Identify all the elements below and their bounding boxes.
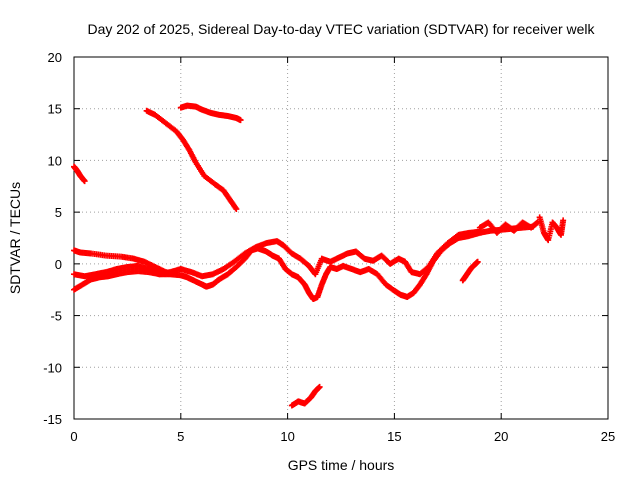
data-points bbox=[71, 102, 567, 409]
plot-frame bbox=[73, 56, 609, 420]
grid-lines bbox=[74, 57, 608, 419]
series-track-10 bbox=[536, 214, 567, 244]
data-point bbox=[237, 117, 244, 124]
x-tick-label: 20 bbox=[494, 429, 508, 444]
x-tick-label: 10 bbox=[280, 429, 294, 444]
y-tick-label: 0 bbox=[55, 257, 62, 272]
data-point bbox=[232, 204, 239, 211]
chart-title: Day 202 of 2025, Sidereal Day-to-day VTE… bbox=[87, 21, 595, 37]
data-point bbox=[316, 383, 323, 390]
x-tick-label: 15 bbox=[387, 429, 401, 444]
y-axis-label: SDTVAR / TECUs bbox=[7, 182, 23, 294]
y-tick-label: -10 bbox=[43, 360, 62, 375]
data-point bbox=[233, 206, 240, 213]
series-track-7 bbox=[288, 383, 323, 409]
x-tick-label: 25 bbox=[601, 429, 615, 444]
series-track-6 bbox=[71, 228, 483, 280]
series-track-9 bbox=[476, 219, 541, 236]
data-point bbox=[81, 178, 88, 185]
series-track-2 bbox=[143, 107, 240, 213]
y-tick-label: -5 bbox=[50, 309, 62, 324]
y-tick-label: 15 bbox=[48, 102, 62, 117]
y-tick-label: -15 bbox=[43, 412, 62, 427]
series-track-1 bbox=[71, 163, 88, 185]
data-point bbox=[560, 217, 567, 224]
series-track-8 bbox=[459, 258, 481, 284]
x-tick-label: 0 bbox=[70, 429, 77, 444]
series-track-3 bbox=[177, 102, 244, 124]
axis-ticks: 0 5 10 15 20 25 -15 -10 -5 0 5 10 15 20 bbox=[43, 50, 615, 444]
data-point bbox=[474, 258, 481, 265]
x-tick-label: 5 bbox=[177, 429, 184, 444]
y-tick-label: 10 bbox=[48, 153, 62, 168]
y-tick-label: 20 bbox=[48, 50, 62, 65]
y-tick-label: 5 bbox=[55, 205, 62, 220]
x-axis-label: GPS time / hours bbox=[288, 457, 395, 473]
